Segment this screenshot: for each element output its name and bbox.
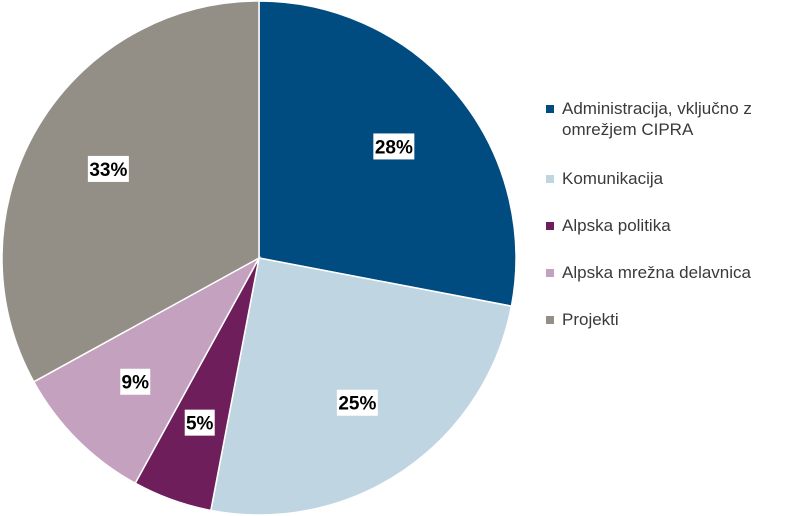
data-label-box-3	[120, 368, 151, 395]
legend-label-1: Komunikacija	[562, 169, 664, 188]
pie-data-labels: 28% 25% 5% 9% 33%	[87, 133, 415, 436]
data-label-box-0	[373, 133, 415, 160]
legend-item-2: Alpska politika	[546, 215, 796, 236]
legend-label-2: Alpska politika	[562, 216, 671, 235]
legend-label-0: Administracija, vključno z omrežjem CIPR…	[562, 99, 752, 139]
data-label-text-2: 5%	[186, 414, 214, 435]
legend-swatch-3	[546, 269, 554, 277]
data-label-box-4	[87, 155, 129, 182]
pie-chart: 28% 25% 5% 9% 33%	[1, 0, 517, 516]
data-label-2: 5%	[184, 409, 215, 436]
legend-swatch-4	[546, 316, 554, 324]
data-label-4: 33%	[87, 155, 129, 182]
data-label-text-1: 25%	[338, 394, 376, 415]
data-label-text-3: 9%	[122, 373, 150, 394]
legend-swatch-2	[546, 222, 554, 230]
data-label-text-4: 33%	[89, 160, 127, 181]
pie-slice-1	[209, 257, 513, 516]
data-label-box-2	[184, 409, 215, 436]
legend-label-4: Projekti	[562, 310, 619, 329]
legend-label-3: Alpska mrežna delavnica	[562, 263, 751, 282]
legend-item-1: Komunikacija	[546, 168, 796, 189]
legend: Administracija, vključno z omrežjem CIPR…	[546, 98, 796, 330]
legend-item-4: Projekti	[546, 309, 796, 330]
legend-item-3: Alpska mrežna delavnica	[546, 262, 796, 283]
pie-slices	[1, 0, 517, 516]
legend-swatch-1	[546, 175, 554, 183]
data-label-1: 25%	[336, 389, 378, 416]
pie-slice-4	[1, 0, 260, 383]
data-label-text-0: 28%	[375, 137, 413, 158]
data-label-0: 28%	[373, 133, 415, 160]
legend-item-0: Administracija, vključno z omrežjem CIPR…	[546, 98, 796, 140]
legend-swatch-0	[546, 105, 554, 113]
data-label-box-1	[336, 389, 378, 416]
data-label-3: 9%	[120, 368, 151, 395]
